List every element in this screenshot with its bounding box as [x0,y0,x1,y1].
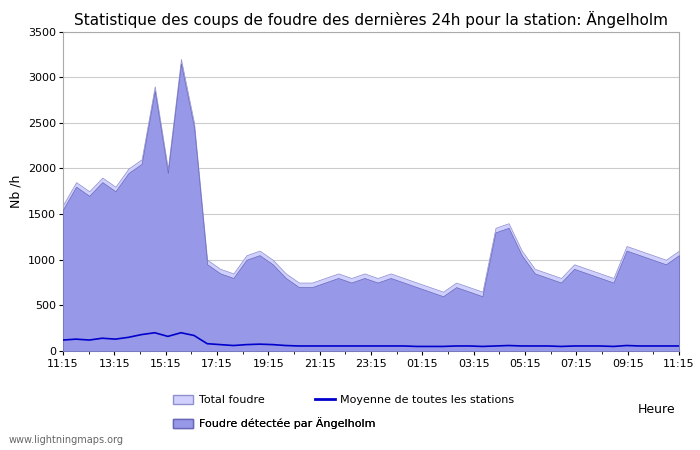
Text: Heure: Heure [638,403,676,416]
Title: Statistique des coups de foudre des dernières 24h pour la station: Ängelholm: Statistique des coups de foudre des dern… [74,10,668,27]
Text: www.lightningmaps.org: www.lightningmaps.org [8,435,123,445]
Legend: Foudre détectée par Ängelholm: Foudre détectée par Ängelholm [174,417,375,429]
Y-axis label: Nb /h: Nb /h [9,175,22,208]
